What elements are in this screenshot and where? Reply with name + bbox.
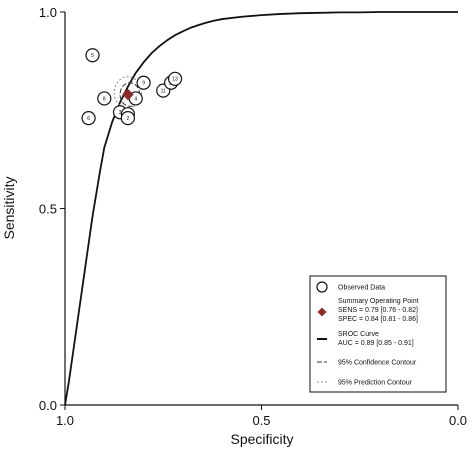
observed-data-label: 13 [172,77,178,83]
legend-sroc-title: SROC Curve [338,331,379,338]
observed-data-label: 8 [103,96,106,102]
legend-observed-symbol [316,281,328,293]
legend: Observed Data Summary Operating Point SENS… [309,275,447,393]
observed-data-point: 6 [81,111,96,126]
legend-summary-symbol [317,307,327,317]
y-axis-title: Sensitivity [1,176,17,239]
observed-data-marker [167,71,183,86]
legend-summary-spec: SPEC = 0.84 [0.81 - 0.86] [338,316,418,323]
summary-point-layer [122,88,134,101]
observed-data-label: 3 [119,110,122,116]
observed-data-point: 13 [167,71,183,86]
axes-layer: 1.0 0.5 0.01.00.50.0 [39,5,467,428]
observed-data-label: 5 [91,53,94,59]
observed-data-label: 4 [134,96,137,102]
observed-data-point: 5 [85,48,100,63]
x-axis-title: Specificity [230,431,293,447]
y-tick-label: 1.0 [39,5,57,20]
legend-confidence-label: 95% Confidence Contour [338,360,417,367]
legend-sroc-auc: AUC = 0.89 [0.85 - 0.91] [338,340,414,347]
observed-data-marker [97,91,112,106]
y-tick-label: 0.0 [39,398,57,413]
sroc-curve-layer [64,11,458,406]
observed-data-label: 2 [126,116,129,122]
legend-prediction-label: 95% Prediction Contour [338,380,413,387]
observed-data-marker [120,111,135,126]
observed-data-point: 9 [136,75,151,90]
legend-box [309,275,447,393]
observed-data-point: 2 [120,111,135,126]
legend-observed-label: Observed Data [338,285,385,292]
observed-data-layer: 58694312111213 [81,48,183,126]
sroc-curve [64,11,458,406]
x-tick-label: 0.0 [449,413,467,428]
y-tick-label: 0.5 [39,202,57,217]
observed-data-point: 8 [97,91,112,106]
x-tick-label: 0.5 [252,413,270,428]
observed-data-label: 6 [87,116,90,122]
observed-data-label: 9 [142,81,145,87]
observed-data-marker [85,48,100,63]
x-tick-label: 1.0 [56,413,74,428]
legend-summary-sens: SENS = 0.79 [0.76 - 0.82] [338,307,418,314]
observed-data-label: 11 [161,88,166,94]
prediction-contour [113,76,143,109]
observed-data-marker [136,75,151,90]
summary-operating-point [122,88,134,101]
observed-data-marker [81,111,96,126]
legend-summary-title: Summary Operating Point [338,298,419,305]
